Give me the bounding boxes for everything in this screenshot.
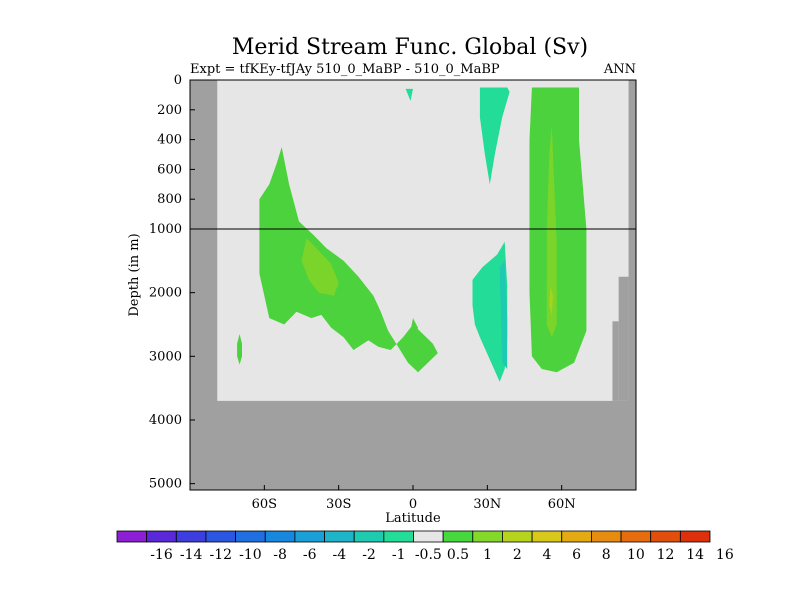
colorbar-label: 2 bbox=[513, 547, 522, 563]
colorbar-swatch bbox=[235, 530, 266, 543]
colorbar-swatch bbox=[620, 530, 652, 543]
x-tick-label: 60N bbox=[548, 497, 576, 512]
colorbar-label: 12 bbox=[657, 547, 675, 563]
contour-regions bbox=[237, 87, 587, 382]
colorbar-swatch bbox=[502, 530, 533, 543]
contour-region bbox=[479, 87, 510, 185]
colorbar-swatch bbox=[442, 530, 474, 543]
colorbar-swatch bbox=[146, 530, 177, 543]
contour-region bbox=[259, 147, 438, 373]
colorbar-swatch bbox=[472, 530, 503, 543]
colorbar-swatch bbox=[650, 530, 681, 543]
colorbar-label: 16 bbox=[716, 547, 734, 563]
y-tick-label: 600 bbox=[157, 162, 182, 177]
colorbar-swatch bbox=[531, 530, 563, 543]
chart-title: Merid Stream Func. Global (Sv) bbox=[232, 35, 588, 60]
colorbar-swatch bbox=[116, 530, 148, 543]
colorbar-swatch bbox=[679, 530, 711, 543]
colorbar-label: 6 bbox=[572, 547, 581, 563]
colorbar-label: -8 bbox=[273, 547, 287, 563]
colorbar-label: -2 bbox=[362, 547, 376, 563]
colorbar-label: -10 bbox=[239, 547, 262, 563]
colorbar-swatch bbox=[413, 530, 444, 543]
colorbar-swatch bbox=[324, 530, 355, 543]
y-tick-label: 800 bbox=[157, 192, 182, 207]
y-axis: 0 200 400 600 800 1000 2000 3000 4000 5000 bbox=[149, 73, 195, 492]
topography-step bbox=[618, 276, 629, 401]
x-axis: 60S 30S 0 30N 60N bbox=[252, 485, 576, 512]
contour-region bbox=[410, 318, 418, 338]
colorbar-label: 4 bbox=[542, 547, 551, 563]
contour-region bbox=[529, 87, 587, 373]
colorbar-label: 1 bbox=[483, 547, 492, 563]
colorbar-label: 10 bbox=[627, 547, 645, 563]
x-tick-label: 30S bbox=[326, 497, 351, 512]
colorbar-swatch bbox=[205, 530, 236, 543]
season-label: ANN bbox=[603, 62, 636, 77]
x-tick-label: 0 bbox=[409, 497, 417, 512]
chart-subtitle: Expt = tfKEy-tfJAy 510_0_MaBP - 510_0_Ma… bbox=[190, 62, 500, 77]
colorbar-label: -12 bbox=[210, 547, 233, 563]
colorbar-label: 8 bbox=[602, 547, 611, 563]
y-tick-label: 5000 bbox=[149, 477, 182, 492]
colorbar-swatch bbox=[264, 530, 296, 543]
colorbar-swatch bbox=[561, 530, 592, 543]
colorbar: -16 -14 -12 -10 -8 -6 -4 -2 -1 -0.5 0.5 1 2 4 6 8 10 12 14… bbox=[116, 530, 734, 563]
contour-region bbox=[472, 241, 508, 382]
colorbar-swatch bbox=[383, 530, 414, 543]
colorbar-swatch bbox=[353, 530, 385, 543]
colorbar-label: -0.5 bbox=[415, 547, 442, 563]
colorbar-swatch bbox=[294, 530, 325, 543]
y-tick-label: 0 bbox=[174, 73, 182, 88]
colorbar-swatch bbox=[591, 530, 622, 543]
y-tick-label: 200 bbox=[157, 103, 182, 118]
colorbar-label: -6 bbox=[303, 547, 317, 563]
colorbar-label: -16 bbox=[150, 547, 173, 563]
colorbar-label: 14 bbox=[686, 547, 704, 563]
contour-region bbox=[405, 88, 413, 101]
y-tick-label: 1000 bbox=[149, 222, 182, 237]
colorbar-label: -14 bbox=[180, 547, 203, 563]
colorbar-swatch bbox=[175, 530, 207, 543]
x-axis-label: Latitude bbox=[385, 511, 441, 526]
colorbar-label: -4 bbox=[333, 547, 347, 563]
topography-step bbox=[612, 321, 619, 401]
y-tick-label: 4000 bbox=[149, 413, 182, 428]
contour-region bbox=[301, 238, 339, 296]
y-tick-label: 3000 bbox=[149, 349, 182, 364]
contour-region bbox=[549, 286, 553, 315]
contour-region bbox=[546, 124, 557, 338]
x-tick-label: 30N bbox=[473, 497, 501, 512]
contour-region bbox=[499, 260, 508, 369]
colorbar-label: -1 bbox=[392, 547, 406, 563]
y-tick-label: 2000 bbox=[149, 286, 182, 301]
y-axis-label: Depth (in m) bbox=[127, 233, 142, 316]
contour-region bbox=[237, 334, 242, 365]
x-tick-label: 60S bbox=[252, 497, 277, 512]
colorbar-label: 0.5 bbox=[447, 547, 469, 563]
y-tick-label: 400 bbox=[157, 133, 182, 148]
